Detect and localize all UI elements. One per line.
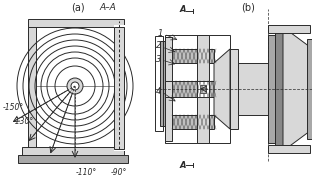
Bar (114, 27, 124, 149)
Circle shape (67, 78, 83, 94)
Bar (155, 36, 163, 131)
Bar (172, 81, 214, 97)
Bar (28, 27, 36, 149)
Bar (197, 35, 209, 143)
Bar (200, 85, 206, 93)
Text: -90°: -90° (111, 168, 127, 177)
Bar (160, 41, 165, 126)
Bar (197, 81, 209, 97)
Polygon shape (283, 27, 310, 151)
Bar (114, 27, 124, 149)
Bar (275, 27, 283, 151)
Text: 2: 2 (156, 41, 161, 50)
Text: 3: 3 (156, 54, 161, 64)
Bar (18, 155, 128, 163)
Text: A: A (180, 5, 186, 14)
Bar (172, 49, 214, 63)
Bar (172, 115, 214, 129)
Text: A: A (180, 161, 186, 171)
Text: (a): (a) (71, 3, 85, 13)
Bar (230, 49, 238, 129)
Text: A–A: A–A (100, 3, 116, 12)
Text: 4: 4 (156, 87, 161, 96)
Bar (165, 81, 230, 97)
Bar (238, 63, 268, 115)
Bar (268, 145, 310, 153)
Bar (114, 25, 134, 151)
Circle shape (71, 82, 79, 90)
Bar (165, 35, 230, 143)
Text: -150°: -150° (3, 102, 24, 111)
Bar (268, 35, 275, 143)
Text: 1: 1 (158, 28, 163, 37)
Polygon shape (214, 49, 230, 129)
Bar (22, 147, 124, 156)
Text: -130°: -130° (13, 117, 34, 125)
Text: (b): (b) (241, 3, 255, 13)
Bar (307, 39, 312, 139)
Bar (165, 37, 172, 141)
Text: -110°: -110° (76, 168, 97, 177)
Bar (28, 19, 124, 27)
Bar (268, 25, 310, 33)
